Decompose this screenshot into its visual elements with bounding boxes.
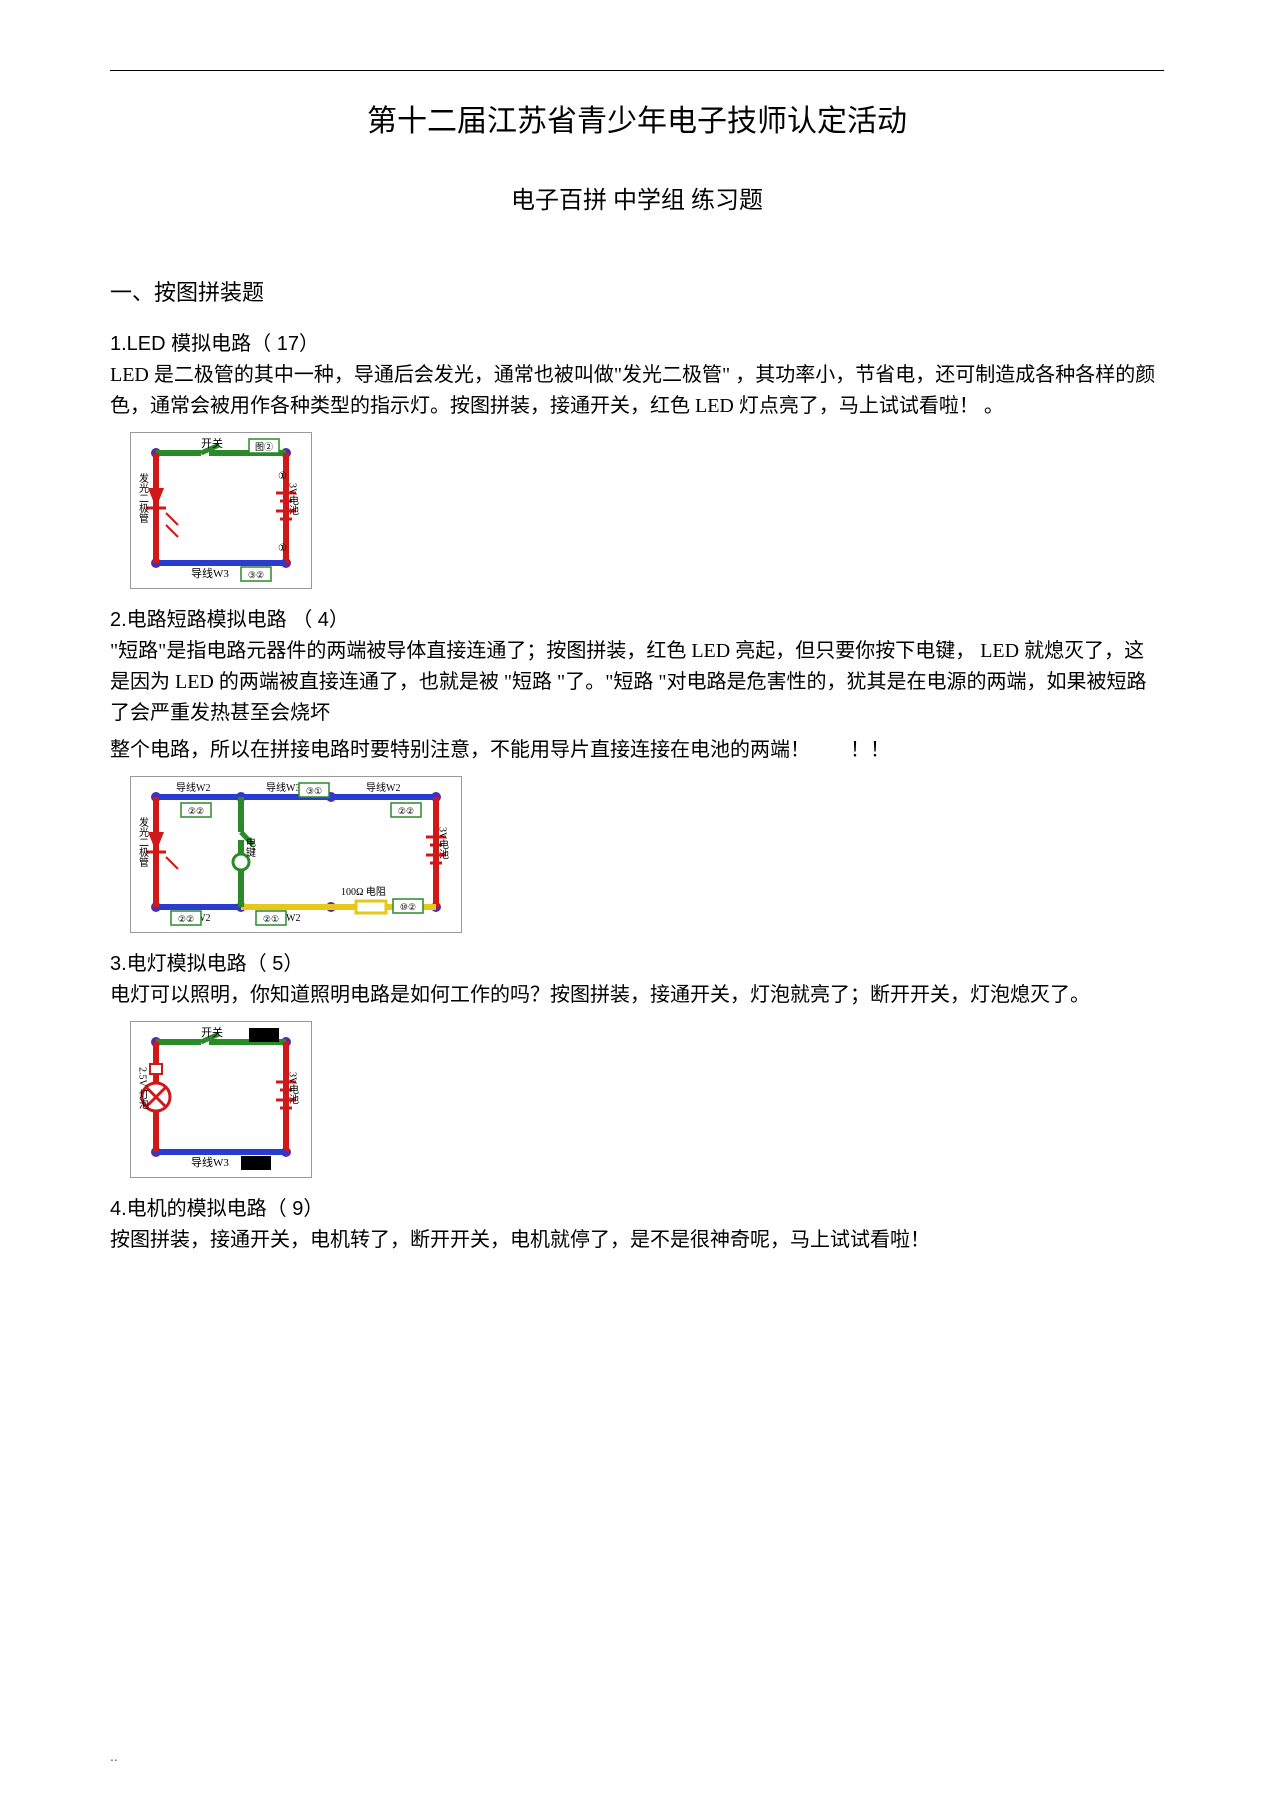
q2-diagram: 导线W2导线W3导线W2发光二极管电键3V电池导线W2导线W2100Ω 电阻②②… xyxy=(130,776,462,933)
q1-title: 1.LED 模拟电路（ 17） xyxy=(110,327,1164,356)
q2-body-1: "短路"是指电路元器件的两端被导体直接连通了；按图拼装，红色 LED 亮起，但只… xyxy=(110,636,1164,729)
svg-text:③②: ③② xyxy=(248,1159,264,1169)
svg-text:①: ① xyxy=(278,471,287,482)
section-heading: 一、按图拼装题 xyxy=(110,275,1164,307)
svg-text:⑩②: ⑩② xyxy=(400,902,416,912)
q4-title: 4.电机的模拟电路（ 9） xyxy=(110,1192,1164,1221)
page-content: 第十二届江苏省青少年电子技师认定活动 电子百拼 中学组 练习题 一、按图拼装题 … xyxy=(110,70,1164,1256)
circuit-diagram-1-icon: 开关 3V电池 发光二极管导线W3 ① ① 图② ③② xyxy=(131,433,311,583)
svg-text:导线W2: 导线W2 xyxy=(366,781,400,794)
svg-text:开关: 开关 xyxy=(201,436,223,450)
svg-text:②②: ②② xyxy=(188,806,204,816)
svg-text:3V电池: 3V电池 xyxy=(287,1072,299,1104)
q2-title: 2.电路短路模拟电路 （ 4） xyxy=(110,603,1164,632)
svg-text:100Ω 电阻: 100Ω 电阻 xyxy=(341,885,386,898)
svg-text:①: ① xyxy=(278,543,287,554)
svg-text:3V电池: 3V电池 xyxy=(287,483,299,515)
svg-text:③②: ③② xyxy=(248,570,264,580)
q1-body: LED 是二极管的其中一种，导通后会发光，通常也被叫做"发光二极管" ，其功率小… xyxy=(110,360,1164,422)
svg-text:图②: 图② xyxy=(255,442,273,452)
svg-text:导线W3: 导线W3 xyxy=(266,781,300,794)
circuit-diagram-2-icon: 导线W2导线W3导线W2发光二极管电键3V电池导线W2导线W2100Ω 电阻②②… xyxy=(131,777,461,927)
circuit-diagram-3-icon: 开关 3V电池 2.5V 灯泡导线W3 图② ③② xyxy=(131,1022,311,1172)
svg-text:③①: ③① xyxy=(306,786,322,796)
svg-text:电键: 电键 xyxy=(244,836,256,858)
svg-text:图②: 图② xyxy=(255,1031,273,1041)
svg-text:②①: ②① xyxy=(263,914,279,924)
svg-text:②②: ②② xyxy=(178,914,194,924)
svg-text:开关: 开关 xyxy=(201,1025,223,1039)
q3-diagram: 开关 3V电池 2.5V 灯泡导线W3 图② ③② xyxy=(130,1021,312,1178)
svg-text:2.5V 灯泡: 2.5V 灯泡 xyxy=(137,1067,149,1109)
footer-dots: .. xyxy=(110,1748,118,1764)
q3-title: 3.电灯模拟电路（ 5） xyxy=(110,947,1164,976)
svg-text:②②: ②② xyxy=(398,806,414,816)
svg-text:导线W3: 导线W3 xyxy=(191,1155,229,1169)
svg-text:导线W2: 导线W2 xyxy=(176,781,210,794)
svg-text:导线W3: 导线W3 xyxy=(191,566,229,580)
q2-body-2: 整个电路，所以在拼接电路时要特别注意，不能用导片直接连接在电池的两端！ ！！ xyxy=(110,735,1164,766)
sub-title: 电子百拼 中学组 练习题 xyxy=(110,180,1164,215)
q3-body: 电灯可以照明，你知道照明电路是如何工作的吗？按图拼装，接通开关，灯泡就亮了；断开… xyxy=(110,980,1164,1011)
q1-diagram: 开关 3V电池 发光二极管导线W3 ① ① 图② ③② xyxy=(130,432,312,589)
main-title: 第十二届江苏省青少年电子技师认定活动 xyxy=(110,96,1164,140)
svg-text:3V电池: 3V电池 xyxy=(437,827,449,859)
svg-text:发光二极管: 发光二极管 xyxy=(137,472,149,524)
q4-body: 按图拼装，接通开关，电机转了，断开开关，电机就停了，是不是很神奇呢，马上试试看啦… xyxy=(110,1225,1164,1256)
svg-text:发光二极管: 发光二极管 xyxy=(137,816,149,868)
